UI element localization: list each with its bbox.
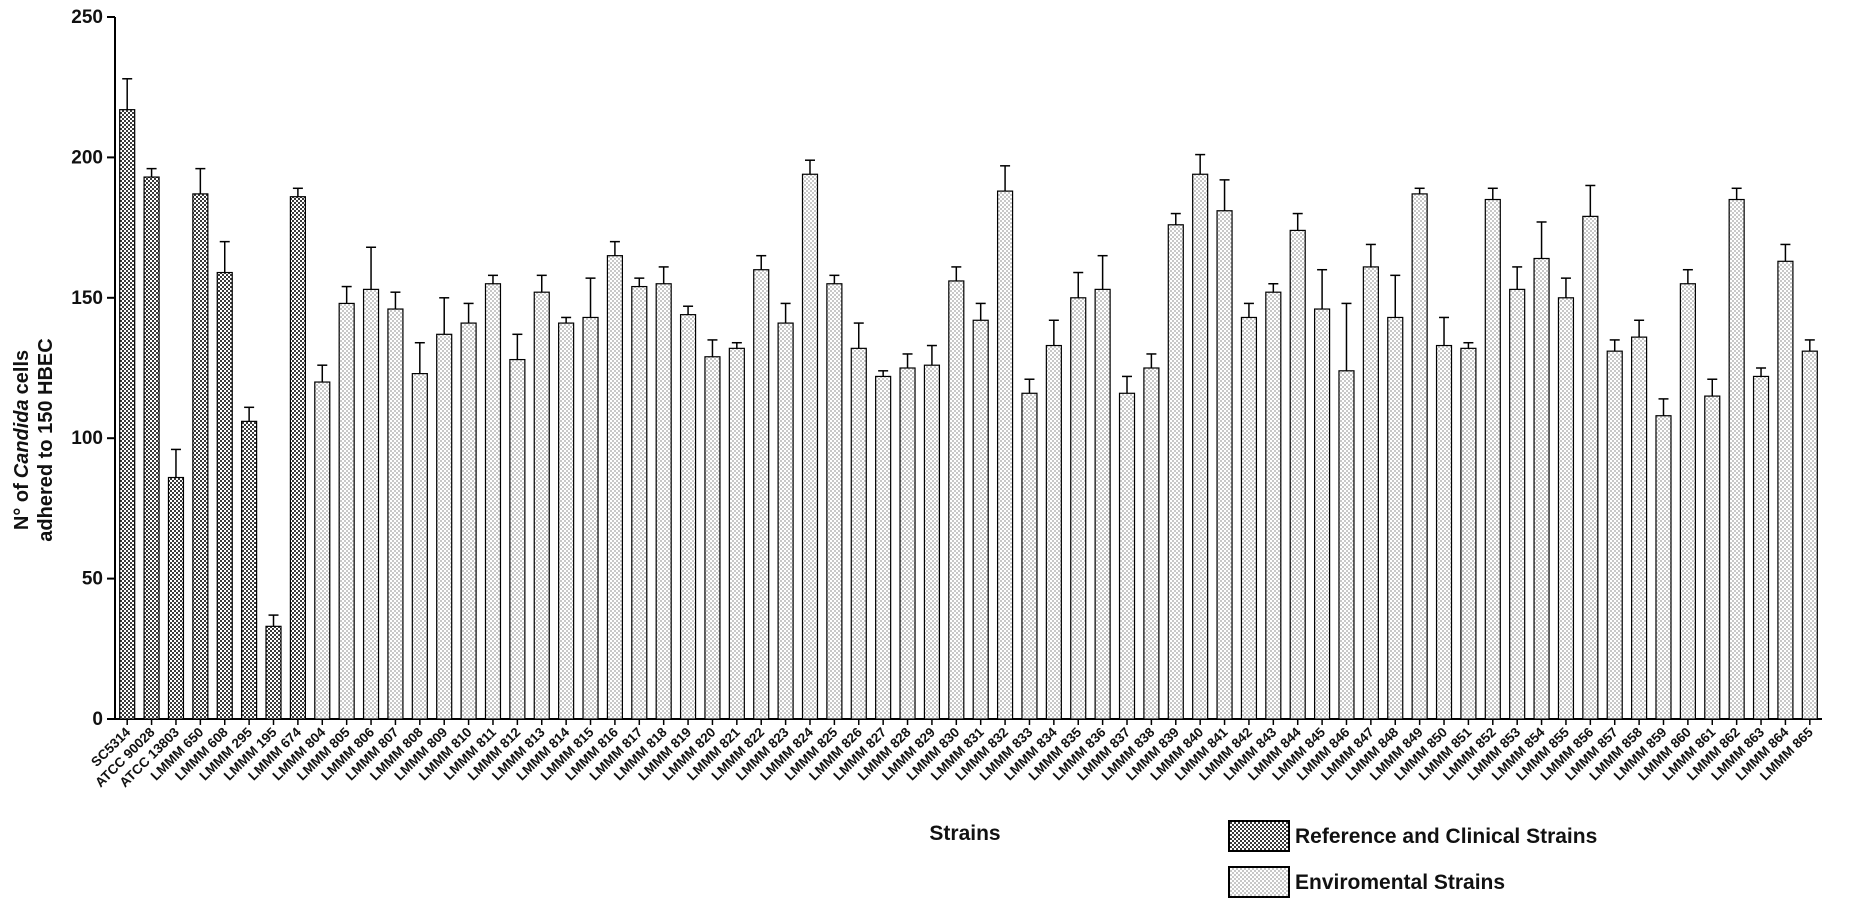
y-label-part: N° of [11,483,33,530]
bar [1728,198,1745,720]
legend-label: Enviromental Strains [1295,871,1505,894]
bar [362,288,380,720]
bar [631,285,648,720]
bar [1533,257,1550,720]
bar [241,420,258,720]
y-tick-label: 200 [71,147,103,168]
bar [1752,375,1770,720]
bar [314,381,331,720]
bar [1777,260,1794,720]
bar [338,302,355,720]
y-label: N° of Candida cells [11,350,33,530]
bar [484,283,502,720]
bar [1338,370,1355,720]
legend-swatch [1228,866,1290,898]
bar [1631,336,1648,720]
bar [923,364,941,720]
bar [996,190,1014,720]
bar [1045,344,1062,720]
bar [1021,392,1038,720]
bar [1460,347,1477,720]
bar [460,322,477,720]
bar [582,316,599,720]
bar [899,367,916,720]
bar [801,173,819,720]
bar [216,271,233,720]
bar [1070,297,1087,720]
bar [1118,392,1136,720]
bar [1679,283,1696,720]
y-label: adhered to 150 HBEC [35,338,57,541]
bar [679,314,697,720]
bar [606,255,624,720]
y-label-part: cells [11,350,33,394]
bar [1289,229,1306,720]
y-tick-label: 150 [71,288,103,309]
bar [1582,215,1599,720]
bar [1167,224,1184,720]
bar [875,375,892,720]
bar [1240,316,1258,720]
y-label-part: Candida [11,399,33,478]
bar [167,476,185,720]
bar [1655,415,1672,720]
bar [1362,266,1379,720]
bar [1411,193,1428,720]
x-label: Strains [929,822,1000,845]
bar [1435,344,1453,720]
bar [1094,288,1111,720]
bar [509,358,526,720]
bar [1801,350,1818,720]
bar [436,333,453,720]
bar [1509,288,1526,720]
bar [1606,350,1623,720]
y-tick-label: 50 [82,569,103,590]
bar [411,373,428,720]
bar [119,109,136,720]
bar [728,347,745,720]
bar [265,625,282,720]
bar [143,176,160,720]
bar [1557,297,1575,720]
bar [1216,210,1233,720]
bar [1313,308,1331,720]
bar [289,196,306,720]
bar [1704,395,1721,720]
bar [753,269,770,720]
bar [558,322,575,720]
bar [1387,316,1404,720]
bar [948,280,965,720]
bar [1265,291,1282,720]
bar [192,193,209,720]
legend-label: Reference and Clinical Strains [1295,825,1597,848]
y-tick-label: 0 [92,709,103,730]
bar [972,319,989,720]
bar [704,356,721,720]
bar [1484,198,1501,720]
bar [850,347,867,720]
legend-swatch [1228,820,1290,852]
y-tick-label: 250 [71,7,103,28]
bar [655,283,672,720]
y-tick-label: 100 [71,428,103,449]
bar [1143,367,1160,720]
bar [387,308,404,720]
bar [1192,173,1209,720]
bar [777,322,794,720]
bar [533,291,550,720]
bar [826,283,843,720]
